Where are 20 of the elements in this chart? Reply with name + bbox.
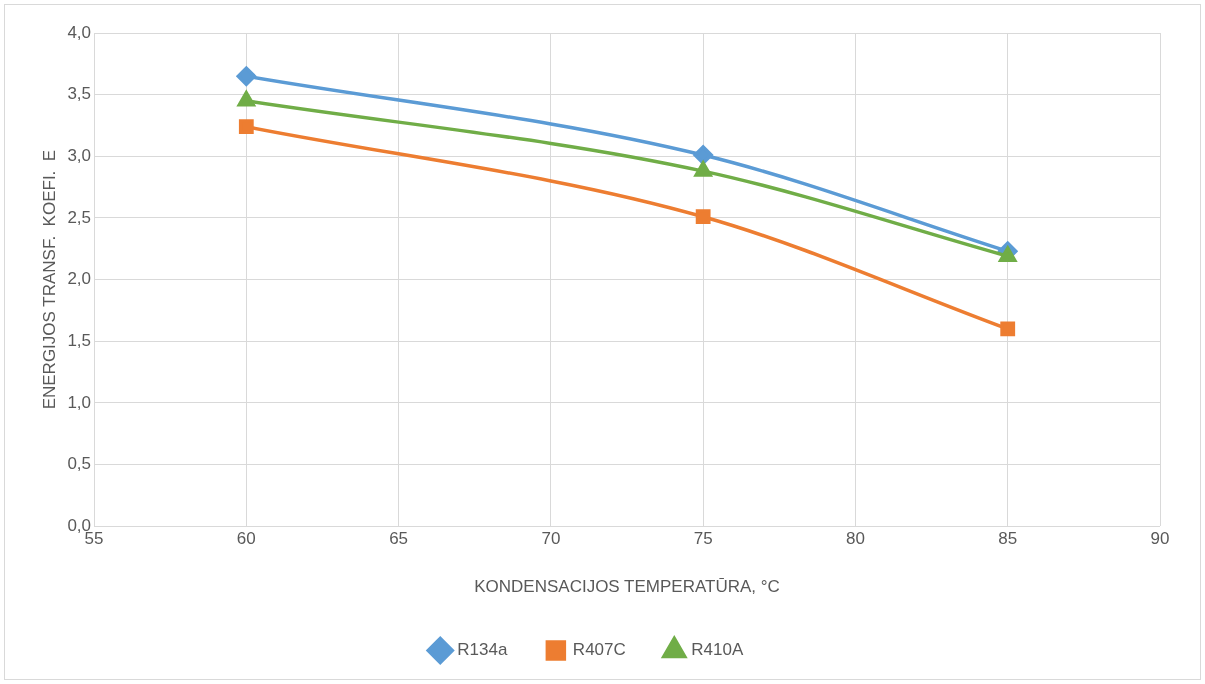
x-tick-label: 75	[693, 529, 713, 549]
y-axis-title: ENERGIJOS TRANSF. KOEFI. E	[39, 149, 59, 410]
x-tick-label: 70	[541, 529, 561, 549]
x-tick-label: 65	[389, 529, 409, 549]
legend-label: R410A	[691, 640, 744, 660]
y-tick-label: 1,5	[67, 330, 92, 350]
y-tick-label: 3,5	[67, 84, 92, 104]
y-tick-label: 3,0	[67, 145, 92, 165]
y-tick-label: 4,0	[67, 22, 92, 42]
y-tick-label: 0,5	[67, 454, 92, 474]
legend-label: R134a	[457, 640, 508, 660]
x-tick-label: 60	[236, 529, 256, 549]
x-tick-label: 85	[998, 529, 1018, 549]
y-tick-label: 2,0	[67, 269, 92, 289]
y-tick-label: 2,5	[67, 207, 92, 227]
y-tick-label: 1,0	[67, 392, 92, 412]
x-axis-title: KONDENSACIJOS TEMPERATŪRA, °C	[474, 577, 780, 597]
legend-label: R407C	[572, 640, 626, 660]
x-tick-label: 80	[845, 529, 865, 549]
x-tick-label: 90	[1150, 529, 1170, 549]
